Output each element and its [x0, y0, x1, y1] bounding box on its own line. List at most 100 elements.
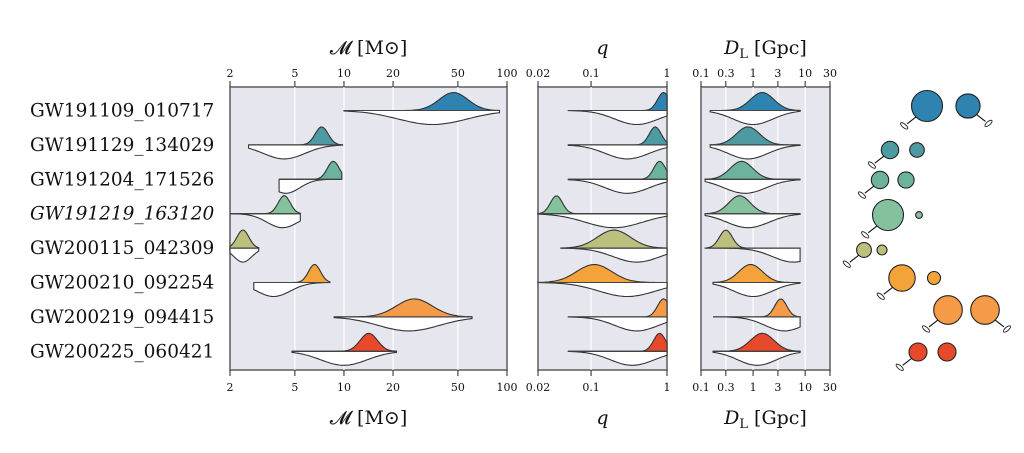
axis-title-bottom: q	[596, 407, 608, 429]
posterior-dl	[709, 91, 801, 126]
secondary-black-hole	[909, 142, 925, 158]
axis-title-bottom: 𝓜 [M⊙]	[330, 407, 408, 429]
tick-label-bottom: 1	[664, 381, 671, 394]
posterior-q	[567, 91, 668, 126]
tick-label-top: 1	[750, 67, 757, 80]
secondary-black-hole	[955, 93, 981, 119]
tick-label-bottom: 50	[451, 381, 465, 394]
tick-label-bottom: 20	[386, 381, 400, 394]
prior-curve	[567, 144, 668, 160]
prior-curve	[229, 247, 260, 263]
posterior-dl	[712, 263, 801, 298]
prior-curve	[343, 109, 501, 126]
posterior-dl	[709, 126, 801, 160]
panel-chirp_mass: 2 2 5 5 10 10 20 20 50 50 100 100 𝓜 [M⊙] 𝓜 [M⊙]	[227, 37, 518, 429]
primary-black-hole	[871, 198, 905, 232]
spin-arrow	[976, 114, 986, 122]
panel-background	[700, 86, 831, 371]
prior-curve	[712, 350, 801, 366]
tick-label-top: 20	[386, 67, 400, 80]
tick-label-bottom: 2	[227, 381, 234, 394]
primary-black-hole	[908, 342, 928, 362]
spin-disk-icon	[867, 161, 877, 169]
posterior-q	[567, 126, 668, 160]
posterior-dl	[713, 298, 801, 332]
primary-black-hole	[910, 89, 944, 123]
tick-label-bottom: 10	[337, 381, 351, 394]
posterior-dl	[712, 332, 801, 366]
event-label: GW191219_163120	[30, 204, 215, 225]
spin-disk-icon	[921, 325, 931, 333]
event-label: GW200225_060421	[30, 341, 214, 362]
binary-5	[842, 242, 888, 268]
event-label: GW191204_171526	[30, 169, 214, 190]
spin-disk-icon	[895, 363, 904, 371]
prior-curve	[333, 316, 473, 332]
tick-label-top: 3	[774, 67, 781, 80]
binary-1	[900, 89, 993, 130]
primary-black-hole	[880, 140, 900, 160]
prior-curve	[567, 350, 668, 366]
spin-arrow	[906, 116, 917, 125]
spin-arrow	[902, 357, 913, 366]
panel-q: 0.02 0.02 0.1 0.1 1 1 q q	[526, 37, 671, 429]
posterior-peak	[229, 229, 260, 249]
axis-title-bottom: DL [Gpc]	[723, 407, 807, 432]
binary-4	[861, 198, 923, 239]
primary-black-hole	[856, 242, 872, 258]
posterior-peak	[560, 229, 668, 249]
posterior-q	[567, 298, 668, 332]
spin-arrow	[864, 185, 875, 194]
tick-label-top: 0.1	[692, 67, 710, 80]
axis-title-top: DL [Gpc]	[723, 37, 807, 62]
prior-curve	[712, 281, 801, 298]
tick-label-bottom: 0.3	[717, 381, 735, 394]
primary-black-hole	[888, 264, 916, 292]
tick-label-top: 50	[451, 67, 465, 80]
prior-curve	[567, 178, 668, 194]
binary-7	[921, 295, 1012, 333]
prior-curve	[567, 316, 668, 332]
tick-label-top: 100	[497, 67, 518, 80]
event-label: GW191109_010717	[30, 101, 214, 122]
event-label: GW200210_092254	[30, 273, 214, 294]
posterior-chirp_mass	[248, 126, 344, 160]
binary-8	[895, 342, 957, 371]
prior-curve	[704, 213, 801, 229]
posterior-chirp_mass	[229, 195, 301, 229]
spin-arrow	[874, 155, 885, 164]
primary-black-hole	[933, 295, 963, 325]
prior-curve	[560, 247, 668, 263]
prior-curve	[537, 213, 668, 229]
posterior-q	[537, 263, 668, 298]
tick-label-bottom: 10	[798, 381, 812, 394]
prior-curve	[704, 178, 801, 194]
spin-disk-icon	[876, 292, 885, 300]
posterior-chirp_mass	[253, 263, 331, 298]
spin-arrow	[849, 254, 860, 263]
tick-label-top: 0.3	[717, 67, 735, 80]
spin-arrow	[867, 225, 878, 234]
tick-label-bottom: 30	[823, 381, 837, 394]
spin-arrow	[994, 319, 1005, 328]
prior-curve	[709, 144, 801, 160]
prior-curve	[567, 109, 668, 126]
event-label: GW191129_134029	[30, 135, 214, 156]
spin-arrow	[883, 286, 894, 295]
tick-label-bottom: 0.1	[582, 381, 600, 394]
axis-title-top: q	[596, 37, 608, 59]
tick-label-top: 2	[227, 67, 234, 80]
spin-disk-icon	[861, 231, 870, 239]
tick-label-bottom: 1	[750, 381, 757, 394]
secondary-black-hole	[876, 244, 888, 256]
spin-disk-icon	[842, 260, 851, 268]
binary-diagrams	[842, 89, 1012, 371]
secondary-black-hole	[897, 171, 915, 189]
secondary-black-hole	[937, 342, 957, 362]
posterior-dl	[704, 229, 801, 263]
tick-label-bottom: 5	[291, 381, 298, 394]
tick-label-bottom: 0.02	[526, 381, 551, 394]
tick-label-top: 0.02	[526, 67, 551, 80]
